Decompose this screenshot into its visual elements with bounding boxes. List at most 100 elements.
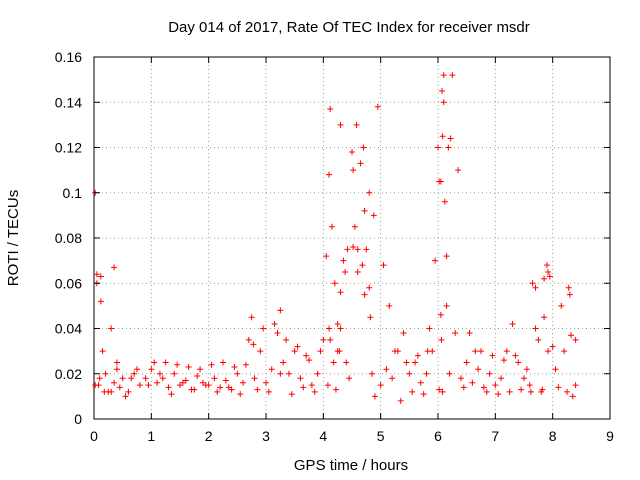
data-point [277,307,284,314]
data-point [527,388,534,395]
data-point [156,370,163,377]
x-tick-label: 6 [434,428,442,444]
y-tick-label: 0.16 [55,49,82,65]
data-point [340,257,347,264]
data-point [439,87,446,94]
data-point [447,135,454,142]
data-point [409,388,416,395]
data-point [469,379,476,386]
data-point [445,144,452,151]
data-point [283,336,290,343]
data-point [552,366,559,373]
data-point [521,375,527,382]
data-point [370,212,377,219]
x-tick-label: 7 [491,428,499,444]
data-point [423,370,430,377]
data-point [475,366,482,373]
axis-ticks [93,56,611,420]
data-point [432,257,439,264]
data-point [549,343,556,350]
data-point [268,366,275,373]
data-point [314,370,321,377]
data-point [439,388,446,395]
data-point [343,359,350,366]
y-tick-label: 0.02 [55,366,82,382]
data-point [108,325,115,332]
data-point [436,386,443,393]
x-tick-label: 9 [606,428,614,444]
data-point [561,348,568,355]
data-point [349,149,355,156]
data-point [122,393,129,400]
data-point [565,284,572,291]
data-point [159,375,166,382]
data-point [569,393,576,400]
data-point [248,314,255,321]
data-point [242,361,249,368]
data-point [572,336,579,343]
data-point [174,361,181,368]
data-point [354,268,361,275]
data-point [327,336,334,343]
data-point [257,348,264,355]
data-point [541,314,548,321]
data-point [330,359,337,366]
data-point [498,375,505,382]
data-point [234,370,241,377]
data-point [111,379,118,386]
data-point [515,359,522,366]
data-point [443,302,450,309]
data-point [165,384,172,391]
data-point [326,171,333,178]
data-point [403,359,410,366]
data-point [324,382,331,389]
data-point [383,366,390,373]
data-point [480,384,487,391]
data-point [303,352,310,359]
data-point [211,375,218,382]
data-point [331,280,338,287]
data-point [492,382,499,389]
data-point [509,320,516,327]
data-point [274,330,281,337]
data-point [317,348,324,355]
data-point [185,363,192,370]
data-point [424,348,431,355]
data-point [386,302,393,309]
y-tick-label: 0.14 [55,94,82,110]
data-point [436,178,443,185]
data-point [558,302,565,309]
data-point [361,207,368,214]
y-tick-label: 0.08 [55,230,82,246]
data-point [260,325,267,332]
x-tick-labels: 0 1 2 3 4 5 6 7 8 9 [90,428,614,444]
data-point [337,289,344,296]
data-point [546,273,553,280]
data-point [245,336,252,343]
data-point [128,375,135,382]
data-point [142,375,149,382]
data-points [92,72,579,404]
data-point [412,359,419,366]
data-point [545,348,552,355]
data-point [220,359,226,366]
data-point [539,386,546,393]
data-point [532,325,539,332]
data-point [93,271,100,278]
data-point [438,336,445,343]
data-point [96,375,103,382]
data-point [297,375,304,382]
data-point [535,336,542,343]
data-point [400,330,407,337]
data-point [512,352,519,359]
data-point [108,388,115,395]
data-point [288,391,295,398]
data-point [214,388,221,395]
data-point [380,262,387,269]
data-point [344,246,351,253]
y-tick-label: 0 [74,411,82,427]
data-point [440,72,447,79]
data-point [171,370,178,377]
